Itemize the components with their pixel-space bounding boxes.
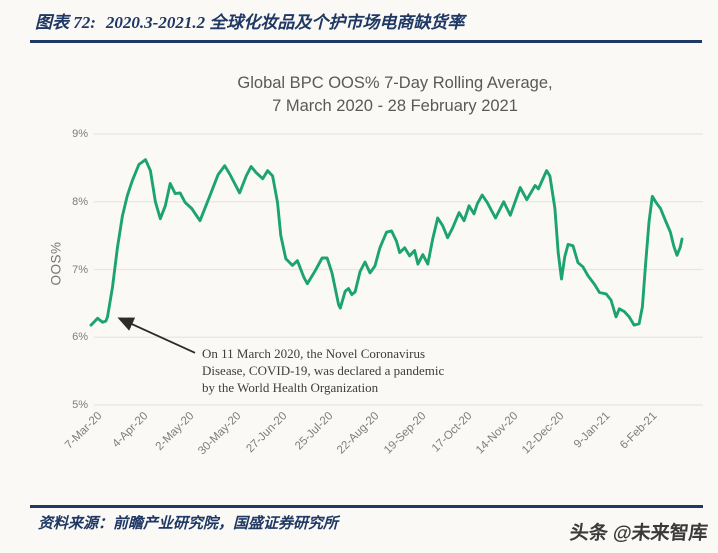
source-note: 资料来源：前瞻产业研究院，国盛证券研究所 — [38, 516, 339, 532]
annotation-line3: by the World Health Organization — [202, 380, 379, 395]
pandemic-annotation: On 11 March 2020, the Novel Coronavirus … — [202, 345, 444, 396]
y-tick-label: 9% — [72, 128, 88, 140]
annotation-line1: On 11 March 2020, the Novel Coronavirus — [202, 346, 426, 361]
y-tick-label: 7% — [72, 263, 88, 276]
oos-series-line — [89, 158, 684, 327]
annotation-line2: Disease, COVID-19, was declared a pandem… — [202, 363, 445, 378]
header-divider — [30, 40, 702, 43]
figure-header: 图表 72: 2020.3-2021.2 全球化妆品及个护市场电商缺货率 — [35, 11, 702, 35]
figure-title: 2020.3-2021.2 全球化妆品及个护市场电商缺货率 — [105, 13, 465, 32]
figure-label: 图表 72: — [35, 13, 96, 32]
watermark: 头条 @未来智库 — [568, 523, 709, 544]
chart-title-line2: 7 March 2020 - 28 February 2021 — [272, 97, 518, 115]
chart-title: Global BPC OOS% 7-Day Rolling Average, 7… — [76, 72, 714, 118]
annotation-arrow — [117, 317, 196, 354]
chart-title-line1: Global BPC OOS% 7-Day Rolling Average, — [237, 74, 553, 92]
y-tick-label: 6% — [72, 331, 88, 344]
y-tick-label: 5% — [72, 399, 88, 411]
y-axis-label: OOS% — [48, 241, 64, 286]
y-tick-label: 8% — [72, 195, 88, 208]
footer-divider — [30, 505, 703, 508]
